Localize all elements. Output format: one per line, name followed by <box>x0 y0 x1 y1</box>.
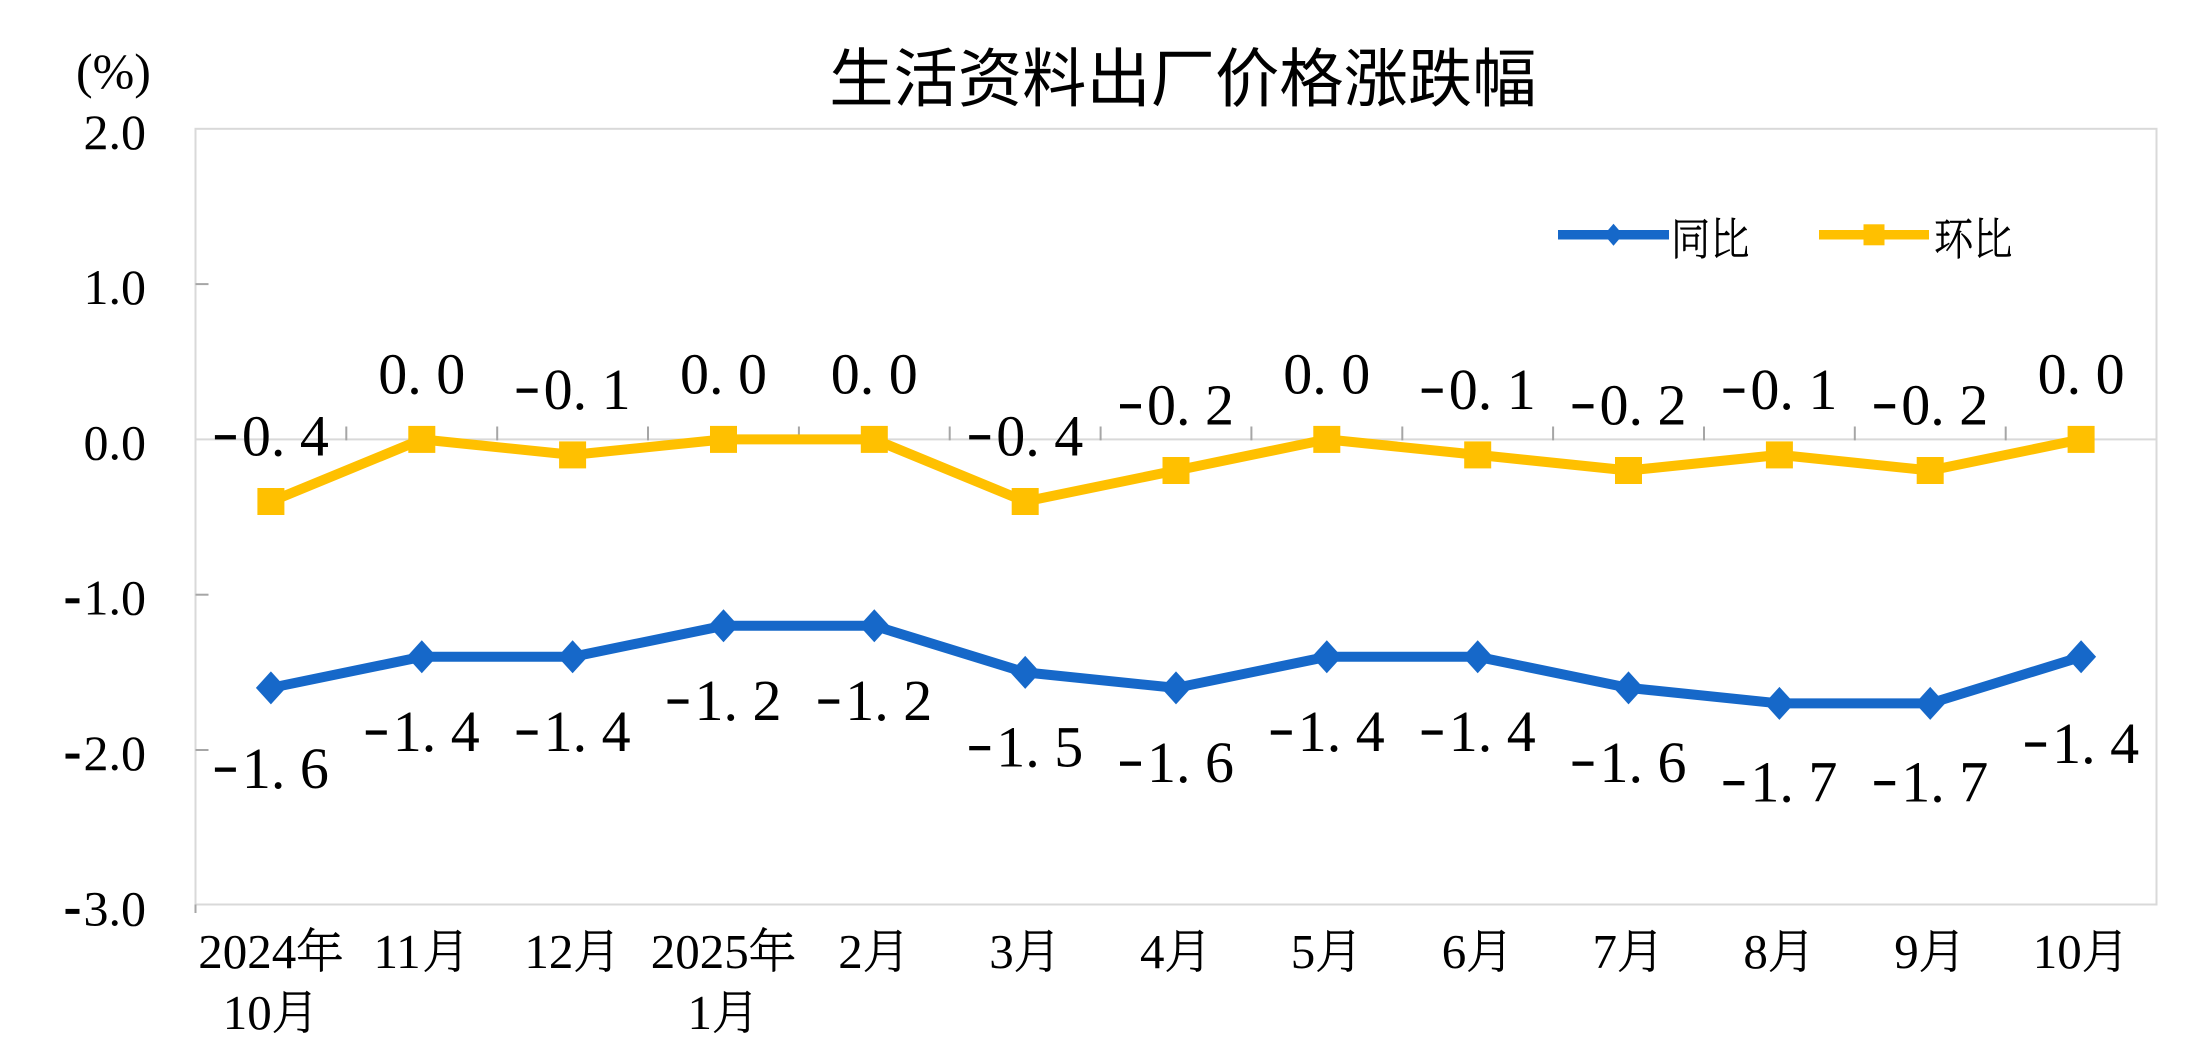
svg-text:0.0: 0.0 <box>84 414 147 470</box>
svg-text:1. 4: 1. 4 <box>1298 699 1385 764</box>
svg-text:0. 0: 0. 0 <box>2038 342 2125 407</box>
svg-text:2.0: 2.0 <box>84 725 147 781</box>
svg-text:1. 7: 1. 7 <box>1901 750 1988 815</box>
svg-text:1. 5: 1. 5 <box>996 715 1083 780</box>
svg-text:1. 7: 1. 7 <box>1750 750 1837 815</box>
svg-text:1: 1 <box>688 985 713 1040</box>
svg-text:0. 2: 0. 2 <box>1901 373 1988 438</box>
svg-text:1. 6: 1. 6 <box>1147 730 1234 795</box>
svg-text:0. 2: 0. 2 <box>1147 373 1234 438</box>
svg-text:0. 2: 0. 2 <box>1600 373 1687 438</box>
svg-text:1. 6: 1. 6 <box>1600 730 1687 795</box>
svg-text:1. 4: 1. 4 <box>2052 711 2139 776</box>
svg-text:3: 3 <box>989 924 1014 979</box>
svg-text:0. 0: 0. 0 <box>1283 342 1370 407</box>
svg-text:3.0: 3.0 <box>84 880 147 936</box>
svg-text:12: 12 <box>524 924 573 979</box>
svg-text:1. 2: 1. 2 <box>845 668 932 733</box>
svg-text:10: 10 <box>223 985 272 1040</box>
svg-text:0. 1: 0. 1 <box>544 357 631 422</box>
svg-text:11: 11 <box>374 924 421 979</box>
svg-text:2024: 2024 <box>198 924 296 979</box>
svg-text:4: 4 <box>1140 924 1165 979</box>
svg-text:1.0: 1.0 <box>84 259 147 315</box>
svg-text:0. 4: 0. 4 <box>242 404 329 469</box>
svg-text:1. 4: 1. 4 <box>393 699 480 764</box>
svg-text:0. 0: 0. 0 <box>831 342 918 407</box>
svg-text:0. 1: 0. 1 <box>1750 357 1837 422</box>
svg-text:6: 6 <box>1442 924 1467 979</box>
svg-text:1. 4: 1. 4 <box>1449 699 1536 764</box>
svg-text:8: 8 <box>1743 924 1768 979</box>
svg-text:5: 5 <box>1291 924 1316 979</box>
svg-text:1. 4: 1. 4 <box>544 699 631 764</box>
svg-text:2025: 2025 <box>651 924 749 979</box>
svg-text:10: 10 <box>2033 924 2082 979</box>
svg-text:9: 9 <box>1894 924 1919 979</box>
svg-text:7: 7 <box>1593 924 1618 979</box>
svg-text:0. 0: 0. 0 <box>680 342 767 407</box>
svg-text:1. 6: 1. 6 <box>242 736 329 801</box>
svg-text:0. 0: 0. 0 <box>378 342 465 407</box>
svg-text:0. 4: 0. 4 <box>996 404 1083 469</box>
svg-text:2: 2 <box>838 924 863 979</box>
svg-text:1. 2: 1. 2 <box>695 668 782 733</box>
svg-text:(%): (%) <box>76 43 151 99</box>
svg-text:0. 1: 0. 1 <box>1449 357 1536 422</box>
svg-text:1.0: 1.0 <box>84 570 147 626</box>
svg-text:2.0: 2.0 <box>84 104 147 160</box>
